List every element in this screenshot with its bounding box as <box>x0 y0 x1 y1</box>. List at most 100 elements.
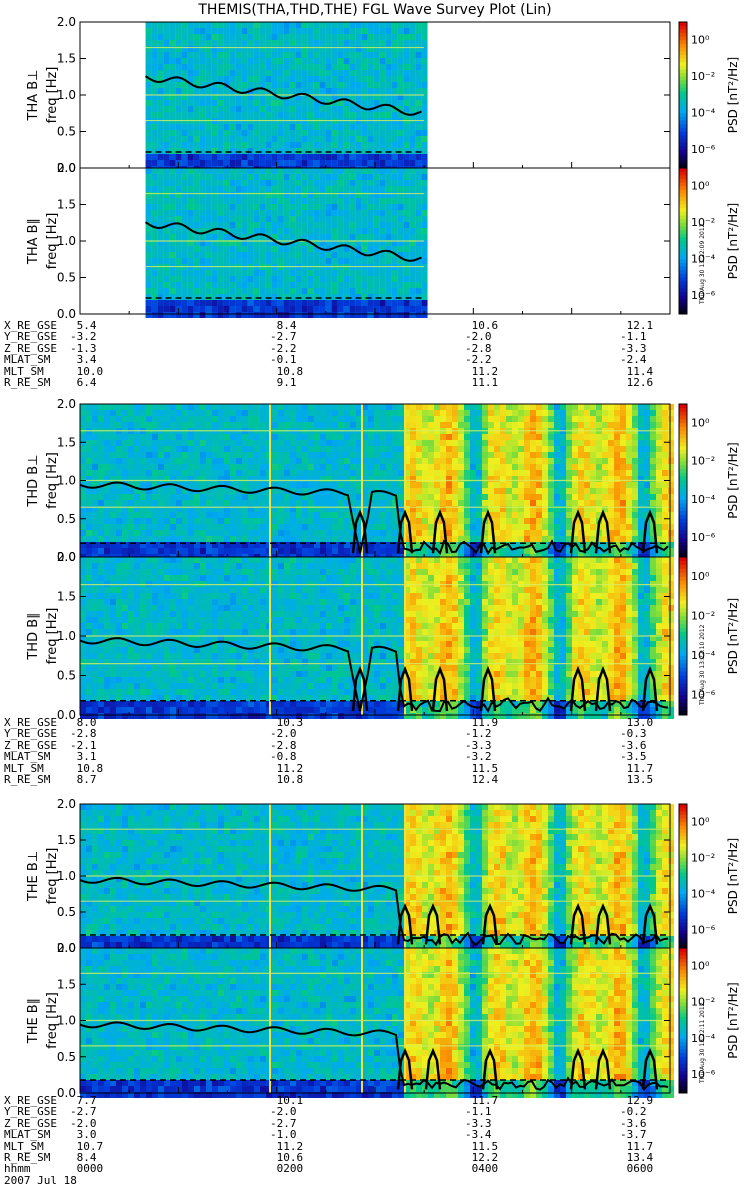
burst-peak <box>481 1047 499 1090</box>
y-tick-label: 0.0 <box>57 161 76 175</box>
colorbar-tick-label: 10⁰ <box>691 180 710 193</box>
orbit-value: 11.7 <box>465 1094 499 1107</box>
y-tick-label: 0.0 <box>57 941 76 955</box>
orbit-value: -2.0 <box>70 1116 97 1130</box>
orbit-value: 12.4 <box>465 773 499 786</box>
y-tick-label: 1.0 <box>57 474 76 488</box>
spectrogram-panel-the-5: 0.0 0.5 1.0 1.5 2.0 THE B∥ freq [Hz] 10⁰ 10⁻² 10⁻… <box>26 941 740 1100</box>
orbit-value: -3.6 <box>620 1116 647 1130</box>
orbit-row-label: MLT_SM <box>4 364 44 378</box>
orbit-value: 3.1 <box>70 750 97 764</box>
y-axis-unit-label: freq [Hz] <box>45 213 60 270</box>
orbit-value: -3.2 <box>70 330 97 344</box>
colorbar-tick-label: 10⁻⁶ <box>691 688 716 701</box>
orbit-value: -1.0 <box>270 1128 297 1142</box>
orbit-value: 11.2 <box>270 761 304 775</box>
colorbar-tick-label: 10⁻⁶ <box>691 1068 716 1081</box>
y-tick-label: 1.5 <box>57 590 76 604</box>
orbit-value: 0200 <box>270 1162 304 1176</box>
y-tick-label: 1.0 <box>57 869 76 883</box>
orbit-value: 10.1 <box>270 1094 304 1107</box>
y-tick-label: 1.5 <box>57 52 76 66</box>
orbit-value: -3.3 <box>465 1116 492 1130</box>
orbit-value: -3.7 <box>620 1128 647 1142</box>
colorbar-tick-label: 10⁻⁴ <box>691 1032 716 1045</box>
y-axis-unit-label: freq [Hz] <box>45 992 60 1049</box>
colorbar-tick-label: 10⁻⁶ <box>691 531 716 544</box>
orbit-value: 10.8 <box>270 773 304 786</box>
date-label: 2007 Jul 18 <box>4 1173 77 1187</box>
colorbar-tick-label: 10⁻² <box>691 851 715 864</box>
burst-peak <box>396 1047 414 1090</box>
orbit-value: 3.0 <box>70 1128 97 1142</box>
burst-peak <box>424 903 442 945</box>
orbit-value: 8.0 <box>70 716 97 729</box>
y-axis-unit-label: freq [Hz] <box>45 452 60 509</box>
timestamp-stamp: Thu Aug 30 13:22:09 2012 <box>699 223 706 305</box>
orbit-value: -2.0 <box>270 1105 297 1119</box>
orbit-value: 13.4 <box>620 1151 654 1164</box>
colorbar: 10⁰ 10⁻² 10⁻⁴ 10⁻⁶ PSD [nT²/Hz] Thu Aug 30 13… <box>678 947 740 1094</box>
burst-peak <box>594 509 612 554</box>
orbit-value: 8.4 <box>70 1151 97 1164</box>
orbit-value: 10.7 <box>70 1139 104 1153</box>
orbit-value: -2.0 <box>465 330 492 344</box>
page-title: THEMIS(THA,THD,THE) FGL Wave Survey Plot… <box>198 2 552 18</box>
gyrofrequency-curve <box>145 75 422 116</box>
colorbar-tick-label: 10⁻⁶ <box>691 289 716 302</box>
orbit-value: 10.0 <box>70 364 104 378</box>
gyrofrequency-curve <box>145 221 422 262</box>
spectrogram-cells <box>80 404 674 560</box>
orbit-row-label: MLAT_SM <box>4 353 51 367</box>
burst-peak <box>641 509 659 554</box>
colorbar: 10⁰ 10⁻² 10⁻⁴ 10⁻⁶ PSD [nT²/Hz] <box>678 803 740 949</box>
spectrogram-panel-thd-2: 0.0 0.5 1.0 1.5 2.0 THD B⊥ freq [Hz] 10⁰ 10⁻² 10⁻… <box>26 397 740 564</box>
colorbar-tick-label: 10⁻⁴ <box>691 887 716 900</box>
orbit-value: -0.2 <box>620 1105 647 1119</box>
orbit-value: -2.2 <box>465 353 492 367</box>
colorbar-label: PSD [nT²/Hz] <box>726 203 740 279</box>
y-tick-label: 2.0 <box>57 550 76 564</box>
orbit-value: -1.3 <box>70 341 97 355</box>
burst-peak <box>396 903 414 945</box>
y-tick-label: 0.0 <box>57 307 76 321</box>
orbit-row-label: X_RE_GSE <box>4 716 57 729</box>
orbit-value: 10.8 <box>70 761 104 775</box>
colorbar-tick-label: 10⁰ <box>691 34 710 47</box>
y-tick-label: 0.0 <box>57 708 76 722</box>
orbit-value: -0.3 <box>620 727 647 741</box>
y-axis-probe-label: THA B⊥ <box>26 70 41 122</box>
orbit-value: 11.4 <box>620 364 654 378</box>
colorbar-tick-label: 10⁻⁶ <box>691 143 716 156</box>
burst-peak <box>351 665 369 712</box>
orbit-value: 8.7 <box>70 773 97 786</box>
orbit-value: 0400 <box>465 1162 499 1176</box>
orbit-value: 11.5 <box>465 1139 499 1153</box>
orbit-value: 9.1 <box>270 376 297 389</box>
timestamp-stamp: Thu Aug 30 13:22:11 2012 <box>699 1002 706 1084</box>
colorbar-tick-label: 10⁰ <box>691 570 710 583</box>
burst-peak <box>641 903 659 945</box>
y-axis-probe-label: THE B∥ <box>26 998 41 1044</box>
burst-peak <box>481 903 499 945</box>
y-tick-label: 1.5 <box>57 833 76 847</box>
orbit-row-label: R_RE_SM <box>4 1151 51 1164</box>
orbit-row-label: R_RE_SM <box>4 773 51 786</box>
y-axis-probe-label: THA B∥ <box>26 218 41 265</box>
spectrogram-cells <box>80 557 674 719</box>
orbit-value: -3.5 <box>620 750 647 764</box>
orbit-value: -2.7 <box>270 1116 297 1130</box>
colorbar-tick-label: 10⁻² <box>691 455 715 468</box>
burst-peak <box>569 665 587 712</box>
orbit-value: 11.2 <box>270 1139 304 1153</box>
orbit-row-label: Y_RE_GSE <box>4 330 57 344</box>
gyrofrequency-curve <box>79 1021 669 1091</box>
burst-peak <box>594 1047 612 1090</box>
spectrogram-panel-tha-1: 0.0 0.5 1.0 1.5 2.0 THA B∥ freq [Hz] 10⁰ 10⁻² 10⁻… <box>26 161 740 321</box>
colorbar-tick-label: 10⁻⁶ <box>691 923 716 936</box>
orbit-value: -2.8 <box>465 341 492 355</box>
orbit-value: 13.5 <box>620 773 654 786</box>
orbit-row-label: Z_RE_GSE <box>4 1116 57 1130</box>
burst-peak <box>479 509 497 554</box>
